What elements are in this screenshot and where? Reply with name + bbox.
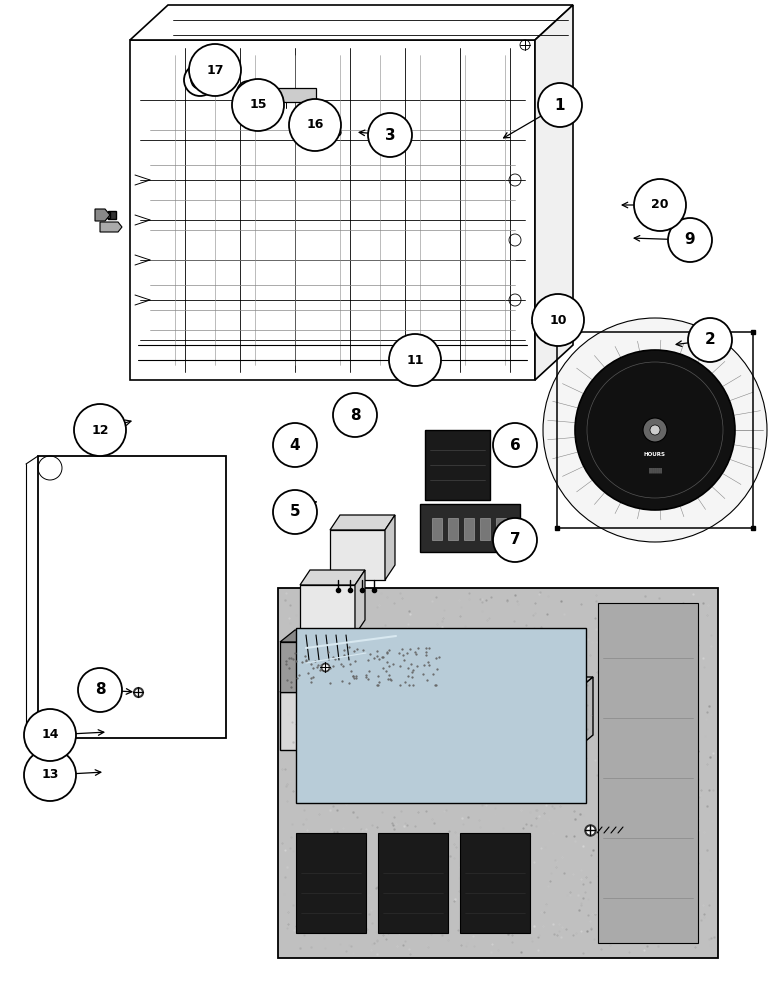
Bar	[480, 518, 490, 540]
Bar	[350, 702, 385, 740]
Bar	[420, 504, 520, 552]
Circle shape	[74, 404, 126, 456]
Bar	[278, 588, 718, 958]
Circle shape	[543, 318, 767, 542]
Bar	[448, 518, 458, 540]
Bar	[455, 702, 490, 740]
Text: 7: 7	[510, 532, 520, 548]
Bar	[300, 702, 335, 740]
Bar	[464, 518, 474, 540]
Bar	[432, 518, 442, 540]
Circle shape	[634, 179, 686, 231]
Circle shape	[668, 218, 712, 262]
Circle shape	[333, 393, 377, 437]
Polygon shape	[535, 5, 573, 380]
Circle shape	[368, 113, 412, 157]
Circle shape	[273, 490, 317, 534]
Circle shape	[232, 79, 284, 131]
Text: 12: 12	[91, 424, 109, 436]
Circle shape	[191, 71, 209, 89]
Text: 1: 1	[555, 98, 565, 112]
Circle shape	[24, 749, 76, 801]
Polygon shape	[575, 677, 593, 750]
Bar	[557, 332, 753, 528]
Polygon shape	[130, 5, 573, 40]
Polygon shape	[445, 630, 460, 692]
Polygon shape	[280, 630, 460, 642]
Circle shape	[538, 83, 582, 127]
Polygon shape	[330, 530, 385, 580]
Bar	[400, 702, 435, 740]
Bar	[460, 833, 530, 933]
Polygon shape	[355, 570, 365, 635]
Text: 13: 13	[42, 768, 59, 782]
Bar	[496, 518, 506, 540]
Circle shape	[493, 423, 537, 467]
Circle shape	[189, 44, 241, 96]
Text: 15: 15	[249, 99, 267, 111]
Circle shape	[24, 709, 76, 761]
Circle shape	[196, 76, 204, 84]
Bar	[278, 88, 316, 102]
Circle shape	[273, 423, 317, 467]
Polygon shape	[385, 515, 395, 580]
Circle shape	[643, 418, 667, 442]
Polygon shape	[100, 222, 122, 232]
Polygon shape	[95, 209, 110, 221]
Bar	[145, 50, 520, 370]
Bar	[598, 603, 698, 943]
Circle shape	[575, 350, 735, 510]
Bar	[38, 456, 226, 738]
Polygon shape	[300, 585, 355, 635]
Circle shape	[688, 318, 732, 362]
Text: 16: 16	[306, 118, 323, 131]
Circle shape	[184, 64, 216, 96]
Text: 4: 4	[290, 438, 300, 452]
Text: 8: 8	[95, 682, 105, 698]
Text: 9: 9	[685, 232, 696, 247]
Text: |||||||: |||||||	[648, 467, 662, 473]
Bar	[296, 628, 586, 803]
Polygon shape	[280, 677, 593, 692]
Circle shape	[493, 518, 537, 562]
Bar	[505, 702, 540, 740]
Polygon shape	[130, 40, 535, 380]
Circle shape	[532, 294, 584, 346]
Text: 11: 11	[406, 354, 424, 366]
Circle shape	[650, 425, 660, 435]
Text: 14: 14	[41, 728, 59, 742]
Text: 6: 6	[510, 438, 520, 452]
Text: HOURS: HOURS	[644, 452, 666, 458]
Text: 5: 5	[290, 504, 300, 520]
Circle shape	[78, 668, 122, 712]
Text: 2: 2	[705, 332, 716, 348]
Text: 8: 8	[350, 408, 361, 422]
Circle shape	[237, 81, 259, 103]
Bar	[378, 833, 448, 933]
Polygon shape	[280, 642, 445, 692]
Bar	[296, 833, 366, 933]
Text: 10: 10	[549, 314, 567, 326]
Circle shape	[289, 99, 341, 151]
Polygon shape	[280, 692, 575, 750]
Text: 3: 3	[384, 127, 395, 142]
Circle shape	[242, 86, 254, 98]
Bar	[425, 430, 490, 500]
Text: 17: 17	[206, 64, 224, 77]
Polygon shape	[330, 515, 395, 530]
Circle shape	[389, 334, 441, 386]
Text: 20: 20	[652, 198, 669, 212]
Polygon shape	[300, 570, 365, 585]
